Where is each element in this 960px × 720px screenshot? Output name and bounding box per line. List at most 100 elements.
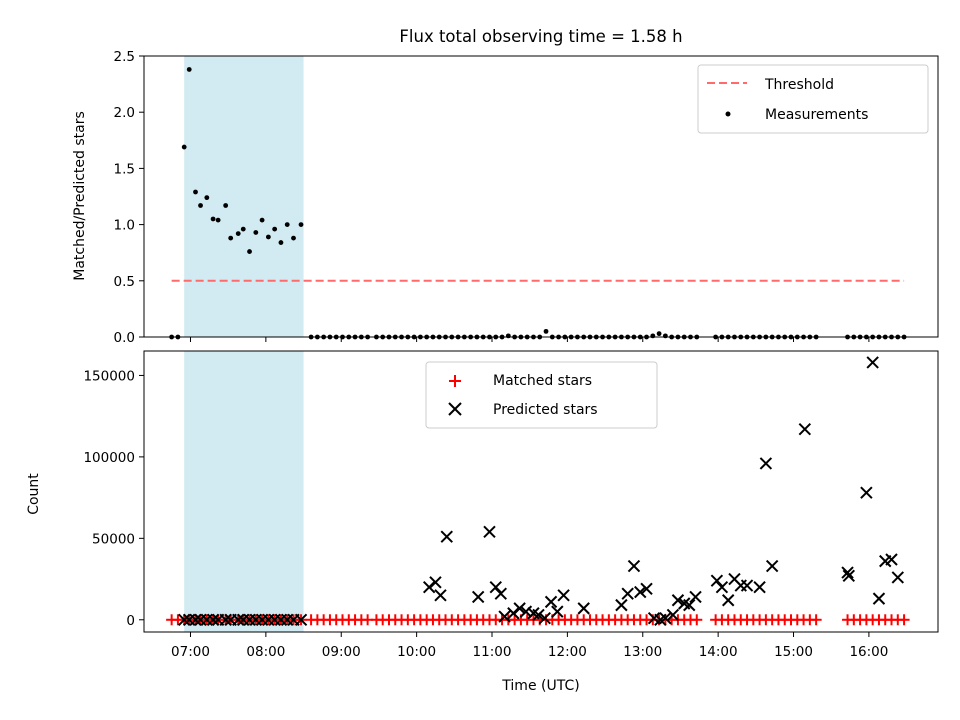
predicted-star-point xyxy=(885,553,898,566)
y-tick-label: 0.5 xyxy=(114,274,135,290)
measurement-point xyxy=(181,144,187,150)
predicted-star-point xyxy=(860,486,873,499)
predicted-star-point xyxy=(471,590,485,604)
predicted-stars-legend-label: Predicted stars xyxy=(493,402,598,418)
x-tick-label: 15:00 xyxy=(774,644,813,660)
matched-star-point xyxy=(898,614,910,626)
measurement-point xyxy=(298,222,304,228)
x-tick-label: 10:00 xyxy=(397,644,436,660)
predicted-star-point xyxy=(715,580,729,594)
measurement-point xyxy=(228,235,234,241)
bottom-y-axis-label: Count xyxy=(26,473,42,515)
measurement-point xyxy=(505,333,511,339)
predicted-star-point xyxy=(519,605,533,618)
predicted-star-point xyxy=(640,582,653,596)
predicted-star-point xyxy=(557,589,570,602)
predicted-star-point xyxy=(232,613,245,626)
predicted-star-point xyxy=(532,608,545,622)
x-tick-label: 14:00 xyxy=(699,644,738,660)
matched-star-point xyxy=(691,614,703,626)
predicted-star-point xyxy=(483,525,496,539)
measurement-point xyxy=(240,226,246,232)
predicted-star-point xyxy=(866,356,879,369)
y-tick-label: 1.5 xyxy=(114,161,135,177)
matched-stars-legend-marker xyxy=(449,375,461,387)
predicted-star-point xyxy=(489,580,502,594)
predicted-star-point xyxy=(440,530,453,543)
predicted-star-point xyxy=(577,602,590,615)
matched-stars-legend-label: Matched stars xyxy=(493,373,592,389)
predicted-star-point xyxy=(872,592,886,605)
predicted-star-point xyxy=(627,559,641,573)
top-y-axis-label: Matched/Predicted stars xyxy=(72,111,88,281)
measurement-point xyxy=(650,333,656,339)
predicted-star-point xyxy=(683,598,696,612)
y-tick-label: 2.5 xyxy=(114,49,135,65)
top-axes-frame xyxy=(143,55,939,338)
measurement-point xyxy=(656,331,662,337)
x-tick-label: 09:00 xyxy=(322,644,361,660)
y-tick-label: 1.0 xyxy=(114,218,135,234)
measurement-point xyxy=(278,240,284,245)
x-tick-label: 08:00 xyxy=(246,644,285,660)
y-tick-label: 50000 xyxy=(92,531,135,547)
predicted-star-point xyxy=(189,613,202,626)
y-tick-label: 2.0 xyxy=(114,105,135,121)
predicted-star-point xyxy=(621,587,634,600)
predicted-star-point xyxy=(721,594,735,607)
predicted-star-point xyxy=(498,610,511,623)
predicted-star-point xyxy=(513,602,526,615)
predicted-star-point xyxy=(434,589,447,602)
measurement-point xyxy=(543,328,549,334)
predicted-star-point xyxy=(666,608,680,622)
y-tick-label: 0.0 xyxy=(114,330,135,346)
predicted-star-point xyxy=(842,569,856,583)
x-axis-label: Time (UTC) xyxy=(501,678,579,694)
predicted-star-point xyxy=(841,566,854,579)
measurement-point xyxy=(223,203,229,208)
measurement-point xyxy=(186,67,192,72)
predicted-star-point xyxy=(689,590,702,604)
predicted-star-point xyxy=(615,598,628,612)
predicted-star-point xyxy=(659,611,672,625)
predicted-star-point xyxy=(429,576,442,589)
predicted-star-point xyxy=(765,559,779,573)
x-tick-label: 07:00 xyxy=(171,644,210,660)
bottom-panel: 0 50000 100000 150000 07:00 08:00 09:00 10:00 1… xyxy=(26,350,939,694)
bottom-legend: Matched stars Predicted stars xyxy=(425,361,658,429)
top-shaded-span xyxy=(184,56,304,337)
x-tick-label: 11:00 xyxy=(473,644,512,660)
predicted-star-point xyxy=(740,579,754,592)
measurement-point xyxy=(284,222,290,228)
y-tick-label: 100000 xyxy=(83,450,135,466)
top-legend: Threshold Measurements xyxy=(697,64,929,134)
bottom-shaded-span xyxy=(184,351,304,632)
measurement-point xyxy=(662,333,668,339)
measurement-point xyxy=(265,234,271,240)
predicted-star-point xyxy=(206,613,220,626)
threshold-legend-label: Threshold xyxy=(764,77,834,93)
predicted-star-point xyxy=(294,613,308,626)
predicted-star-point xyxy=(671,594,685,607)
x-tick-label: 12:00 xyxy=(548,644,587,660)
measurement-point xyxy=(193,189,198,195)
bottom-legend-box xyxy=(425,361,658,429)
measurement-point xyxy=(272,226,278,232)
chart-title: Flux total observing time = 1.58 h xyxy=(399,27,682,46)
top-panel: 0.0 0.5 1.0 1.5 2.0 2.5 Flux total observing … xyxy=(72,27,939,346)
predicted-star-point xyxy=(710,574,724,587)
predicted-star-point xyxy=(753,580,766,594)
measurement-point xyxy=(210,216,216,222)
measurement-point xyxy=(259,217,265,223)
x-tick-label: 13:00 xyxy=(623,644,662,660)
predicted-star-point xyxy=(634,585,647,599)
measurements-legend-marker xyxy=(725,111,731,117)
measurement-point xyxy=(215,217,221,223)
predicted-star-point xyxy=(551,605,564,618)
measurement-point xyxy=(253,230,259,235)
predicted-star-point xyxy=(891,571,905,584)
predicted-star-point xyxy=(544,595,558,609)
measurement-point xyxy=(291,235,296,241)
top-legend-box xyxy=(697,64,929,134)
